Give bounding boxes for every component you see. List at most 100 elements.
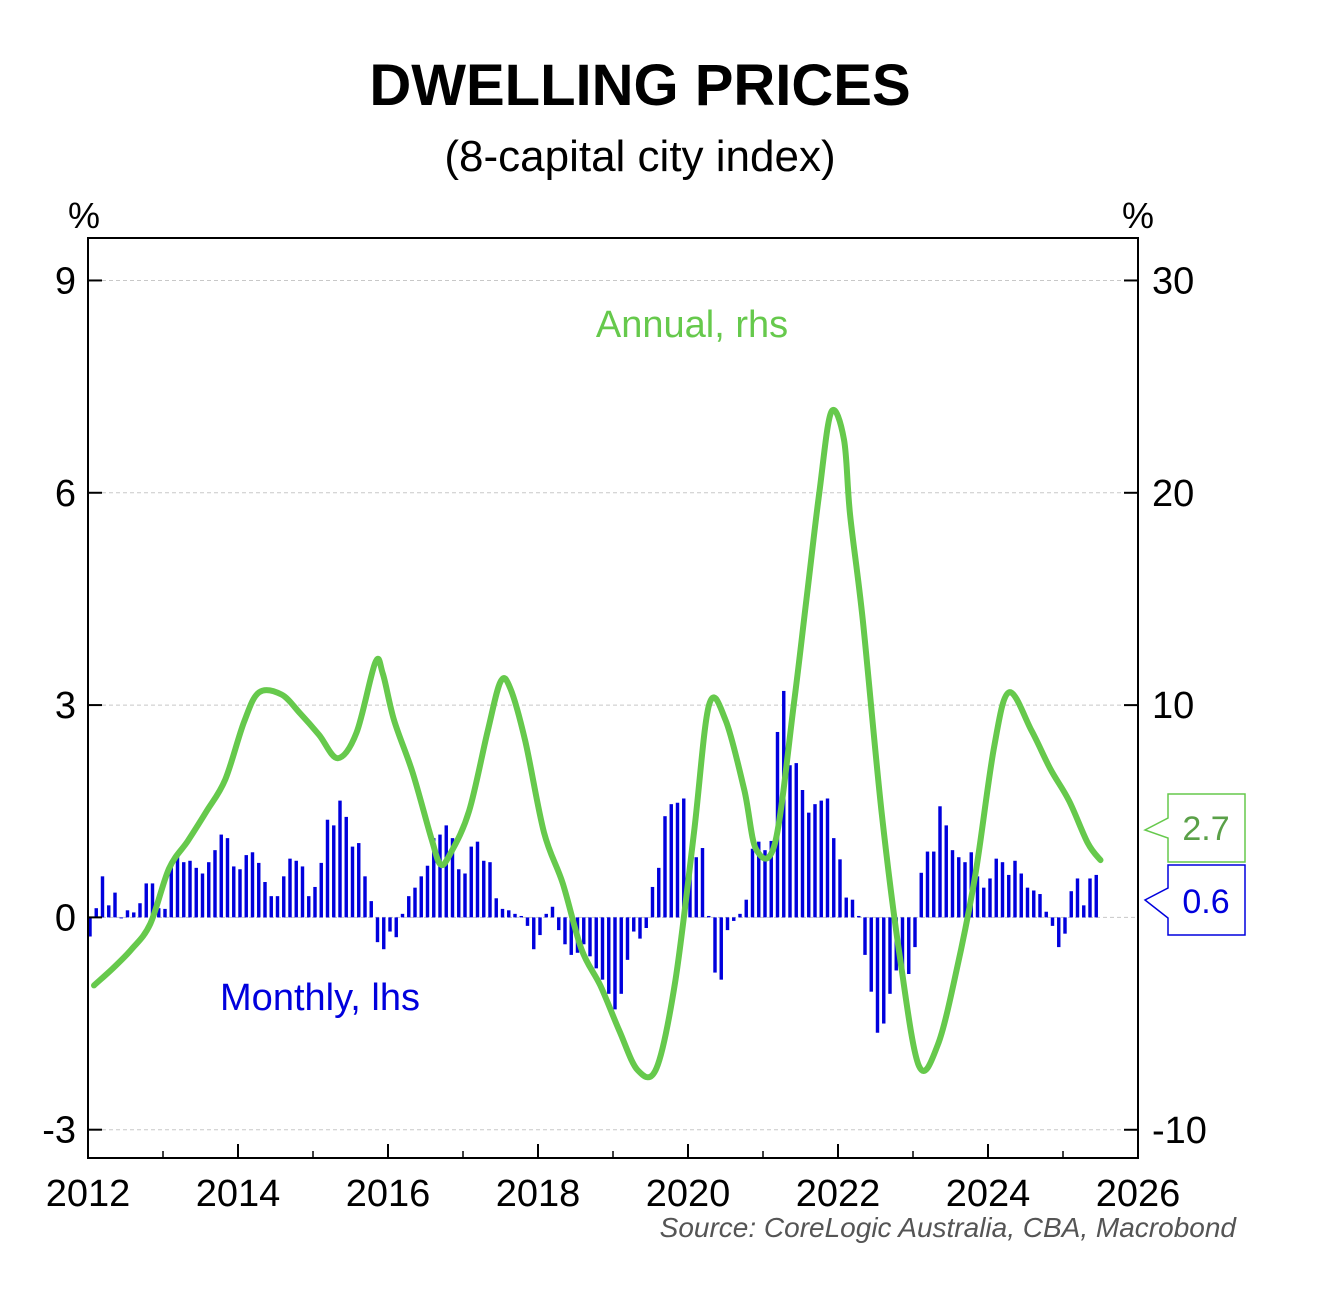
monthly-bar bbox=[144, 883, 148, 918]
monthly-bar bbox=[319, 862, 323, 918]
monthly-bar bbox=[988, 878, 992, 918]
monthly-bar bbox=[313, 886, 317, 918]
monthly-bar bbox=[1038, 894, 1042, 918]
chart-subtitle: (8-capital city index) bbox=[444, 132, 836, 181]
monthly-bar bbox=[550, 906, 555, 918]
x-tick-label: 2024 bbox=[946, 1173, 1031, 1215]
monthly-latest-value: 0.6 bbox=[1182, 883, 1229, 921]
monthly-bar bbox=[950, 850, 955, 918]
monthly-bar bbox=[244, 855, 248, 918]
monthly-bar bbox=[669, 804, 673, 918]
monthly-bar bbox=[588, 917, 592, 957]
monthly-bar bbox=[344, 816, 348, 918]
right-tick-label: 30 bbox=[1152, 260, 1194, 302]
monthly-bar bbox=[750, 848, 755, 918]
monthly-bar bbox=[450, 838, 455, 918]
left-axis-unit: % bbox=[68, 195, 100, 236]
monthly-bar bbox=[338, 800, 342, 918]
x-tick-label: 2012 bbox=[46, 1173, 131, 1215]
monthly-bar bbox=[463, 873, 467, 918]
monthly-bar bbox=[282, 876, 286, 918]
x-tick-label: 2018 bbox=[496, 1173, 581, 1215]
monthly-bar bbox=[200, 873, 205, 918]
monthly-bar bbox=[494, 898, 498, 918]
monthly-bar bbox=[744, 899, 748, 918]
monthly-bar bbox=[594, 917, 598, 969]
monthly-bar bbox=[663, 816, 667, 918]
annual-series-label: Annual, rhs bbox=[596, 304, 788, 346]
monthly-bar bbox=[844, 897, 848, 918]
monthly-bar bbox=[607, 917, 611, 994]
monthly-bar bbox=[1025, 887, 1030, 918]
monthly-bar bbox=[432, 838, 436, 918]
monthly-bar bbox=[932, 851, 936, 918]
monthly-bar bbox=[350, 846, 355, 918]
monthly-bar bbox=[757, 841, 761, 918]
monthly-bar bbox=[275, 896, 280, 918]
monthly-bar bbox=[819, 800, 823, 918]
monthly-bar bbox=[225, 838, 230, 918]
monthly-bar bbox=[169, 865, 173, 918]
monthly-bar bbox=[907, 917, 911, 974]
monthly-bar bbox=[119, 917, 123, 919]
left-tick-label: 3 bbox=[55, 685, 76, 727]
right-tick-label: -10 bbox=[1152, 1110, 1207, 1152]
monthly-bar bbox=[1057, 917, 1061, 948]
monthly-bar bbox=[882, 917, 886, 1024]
monthly-bar bbox=[194, 867, 198, 918]
left-tick-label: 9 bbox=[55, 260, 76, 302]
monthly-bar bbox=[700, 848, 705, 918]
monthly-bar bbox=[644, 917, 648, 928]
monthly-bar bbox=[1000, 862, 1005, 918]
monthly-bar bbox=[1075, 878, 1080, 918]
monthly-bar bbox=[850, 899, 855, 918]
monthly-bar bbox=[388, 917, 392, 932]
monthly-bar bbox=[763, 850, 767, 918]
monthly-bar bbox=[707, 915, 711, 918]
monthly-bar bbox=[738, 913, 742, 918]
monthly-bar bbox=[1013, 860, 1017, 918]
source-note: Source: CoreLogic Australia, CBA, Macrob… bbox=[659, 1212, 1236, 1243]
monthly-bar bbox=[250, 852, 255, 918]
monthly-bar bbox=[975, 876, 980, 918]
monthly-bar bbox=[182, 862, 186, 918]
monthly-bar bbox=[438, 834, 442, 918]
monthly-bar bbox=[457, 869, 461, 918]
monthly-bar bbox=[982, 887, 986, 918]
monthly-bar bbox=[400, 913, 405, 918]
monthly-bar bbox=[657, 867, 661, 918]
monthly-bar bbox=[869, 917, 873, 992]
monthly-bar bbox=[1050, 917, 1055, 926]
monthly-bar bbox=[1088, 878, 1092, 918]
monthly-bar bbox=[619, 917, 623, 994]
monthly-bar bbox=[207, 862, 211, 918]
monthly-bar bbox=[219, 834, 223, 918]
monthly-bar bbox=[88, 917, 92, 937]
monthly-bar bbox=[682, 798, 686, 918]
monthly-bar bbox=[625, 917, 630, 960]
monthly-bar bbox=[713, 917, 717, 973]
monthly-bar bbox=[100, 876, 105, 918]
monthly-bar bbox=[538, 917, 542, 936]
monthly-bar bbox=[513, 913, 517, 918]
monthly-bar bbox=[582, 917, 586, 945]
monthly-bar bbox=[138, 903, 142, 918]
monthly-bar bbox=[1094, 874, 1098, 918]
monthly-bar bbox=[632, 917, 636, 932]
monthly-bar bbox=[557, 917, 561, 931]
annual-line-group bbox=[91, 407, 1104, 1081]
monthly-bar bbox=[569, 917, 573, 955]
monthly-bar bbox=[769, 840, 773, 918]
monthly-bar bbox=[863, 917, 867, 955]
monthly-bar bbox=[675, 802, 680, 918]
monthly-bar bbox=[357, 843, 361, 918]
monthly-bar bbox=[507, 910, 511, 918]
monthly-bar bbox=[238, 869, 242, 918]
monthly-bar bbox=[544, 913, 548, 918]
monthly-bar bbox=[857, 915, 861, 918]
monthly-bar bbox=[157, 908, 161, 918]
monthly-bar bbox=[1007, 874, 1011, 918]
monthly-bar bbox=[1032, 890, 1036, 918]
monthly-bar bbox=[1019, 873, 1023, 918]
right-tick-label: 20 bbox=[1152, 473, 1194, 515]
